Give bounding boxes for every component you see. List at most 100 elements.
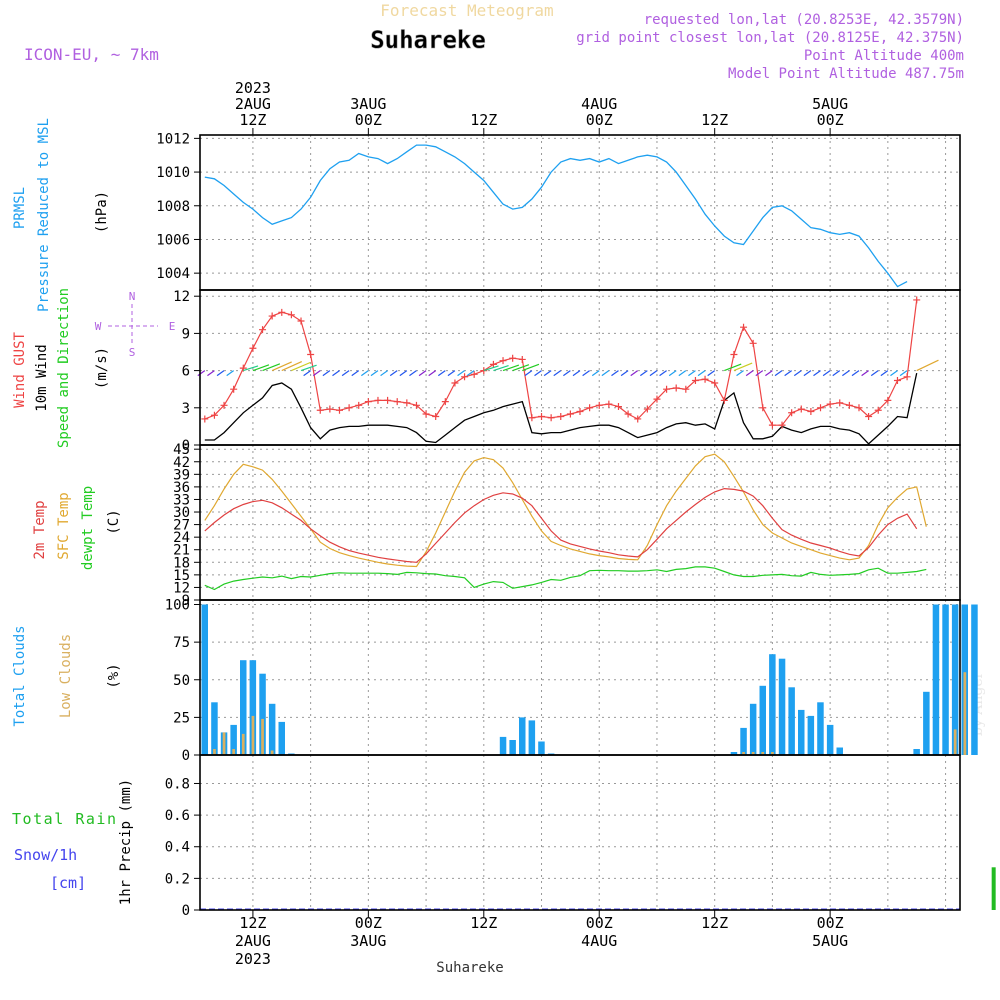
bottom-axis-label: 2023: [235, 950, 271, 968]
wind-ylabel: (m/s): [94, 347, 110, 389]
y-tick-label: 50: [173, 673, 190, 689]
wind-direction-arrow: [803, 370, 812, 377]
wind-gust-marker: [884, 396, 892, 404]
wind-gust-marker: [749, 339, 757, 347]
y-tick-label: 0.8: [165, 776, 190, 792]
wind-gust-marker: [586, 404, 594, 412]
wind-direction-arrow: [534, 370, 542, 377]
wind-direction-arrow: [707, 370, 716, 377]
wind-gust-marker: [595, 401, 603, 409]
wind-direction-arrow: [418, 370, 427, 377]
top-axis-label: 2023: [235, 79, 271, 97]
y-tick-label: 27: [173, 518, 190, 534]
wind-direction-arrow: [601, 370, 610, 377]
precip-label-3: [cm]: [50, 874, 86, 892]
low-clouds-bar: [251, 715, 255, 755]
wind-direction-arrow: [389, 370, 398, 377]
wind-gust-marker: [461, 373, 469, 381]
wind-direction-arrow: [271, 361, 292, 372]
compass-east: E: [169, 320, 176, 333]
total-clouds-bar: [211, 702, 218, 755]
bottom-axis-label: 00Z: [817, 914, 844, 932]
low-clouds-bar: [213, 749, 216, 755]
compass-south: S: [129, 346, 136, 359]
temp-2m-line: [204, 487, 918, 563]
panel-frame: [199, 134, 961, 291]
info-model-altitude: Model Point Altitude 487.75m: [728, 66, 964, 82]
wind-direction-arrow: [466, 370, 475, 377]
wind-gust-marker: [711, 379, 719, 387]
wind-direction-arrow: [522, 363, 540, 372]
wind-gust-marker: [807, 408, 815, 416]
total-clouds-bar: [749, 703, 757, 755]
low-clouds-bar: [761, 752, 765, 755]
y-tick-label: 33: [173, 492, 190, 508]
y-tick-label: 9: [182, 326, 190, 342]
total-clouds-bar: [499, 736, 507, 755]
wind-direction-arrow: [793, 370, 802, 377]
wind-direction-arrow: [341, 370, 350, 377]
wind-direction-arrow: [543, 370, 552, 377]
wind-gust-marker: [778, 421, 786, 429]
wind-gust-marker: [701, 375, 709, 383]
wind-direction-arrow: [262, 363, 281, 372]
wind-gust-marker: [480, 367, 488, 375]
wind-direction-arrow: [591, 370, 600, 377]
wind-direction-arrow: [659, 370, 667, 377]
wind-gust-marker: [817, 404, 825, 412]
total-clouds-bar: [923, 691, 930, 755]
sfc-temp-line: [204, 453, 927, 568]
bottom-axis-label: 12Z: [701, 914, 728, 932]
total-clouds-bar: [942, 604, 949, 755]
clouds-ylabel: (%): [106, 663, 122, 688]
low-clouds-bar: [222, 732, 226, 755]
total-clouds-bar: [538, 741, 545, 755]
wind-direction-arrow: [745, 370, 754, 377]
wind-gust-marker: [836, 399, 844, 407]
wind-direction-arrow: [582, 370, 590, 377]
wind-gust-marker: [672, 384, 680, 392]
bottom-axis-label: 12Z: [470, 914, 497, 932]
total-clouds-bar: [278, 721, 285, 755]
y-tick-label: 45: [173, 442, 190, 458]
wind-gust-marker: [249, 344, 257, 352]
wind-gust-marker: [634, 415, 642, 423]
total-clouds-bar: [240, 660, 247, 755]
wind-gust-marker: [278, 308, 286, 316]
wind-gust-marker: [287, 311, 295, 319]
y-tick-label: 15: [173, 568, 190, 584]
wind-direction-arrow: [832, 370, 841, 377]
wind-gust-marker: [432, 412, 440, 420]
compass-west: W: [95, 320, 102, 333]
total-clouds-bar: [509, 740, 516, 755]
info-requested: requested lon,lat (20.8253E, 42.3579N): [644, 12, 964, 28]
y-tick-label: 0: [182, 903, 190, 919]
wind-direction-arrow: [724, 363, 742, 372]
wind-gust-marker: [384, 396, 392, 404]
wind-direction-arrow: [281, 361, 303, 372]
total-clouds-bar: [798, 709, 805, 755]
wind-direction-arrow: [630, 370, 639, 377]
wind-gust-marker: [826, 400, 834, 408]
y-tick-label: 30: [173, 505, 190, 521]
total-clouds-bar: [769, 654, 776, 755]
wind-direction-arrow: [916, 359, 939, 372]
wind-direction-arrow: [428, 370, 437, 377]
precip-label-1: Total Rain: [12, 810, 116, 828]
top-axis-label: 00Z: [355, 111, 382, 129]
pressure-line: [204, 144, 908, 288]
wind-direction-arrow: [447, 370, 456, 377]
total-clouds-bar: [249, 660, 257, 755]
wind-gust-marker: [720, 396, 728, 404]
wind-direction-arrow: [688, 370, 696, 377]
wind-gust-marker: [605, 400, 613, 408]
wind-gust-marker: [788, 409, 796, 417]
low-clouds-bar: [751, 752, 755, 755]
wind-gust-marker: [576, 408, 584, 416]
low-clouds-bar: [771, 752, 774, 755]
top-axis-label: 4AUG: [581, 95, 617, 113]
total-clouds-bar: [519, 717, 526, 755]
wind-direction-arrow: [457, 370, 465, 377]
wind-direction-arrow: [880, 370, 889, 377]
wind-gust-marker: [855, 404, 863, 412]
